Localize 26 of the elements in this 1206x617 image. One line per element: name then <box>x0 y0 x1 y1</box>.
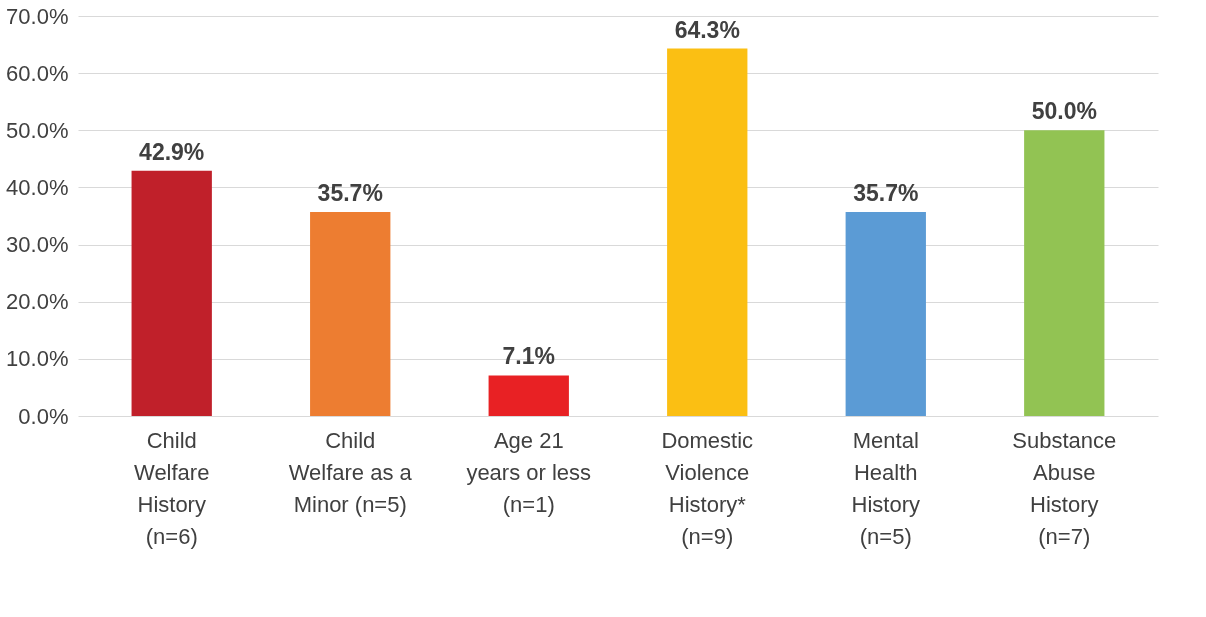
y-tick-label: 70.0% <box>6 3 69 29</box>
bar <box>131 170 212 416</box>
bar <box>667 48 748 416</box>
y-tick-label: 60.0% <box>6 60 69 86</box>
bar <box>1024 130 1105 416</box>
y-tick-label: 50.0% <box>6 117 69 143</box>
y-tick-label: 20.0% <box>6 289 69 315</box>
x-tick-label: Child Welfare History (n=6) <box>134 427 210 549</box>
y-tick-label: 40.0% <box>6 174 69 200</box>
y-tick-label: 10.0% <box>6 346 69 372</box>
data-label: 7.1% <box>502 343 555 370</box>
x-tick-label: Age 21 years or less (n=1) <box>466 427 592 517</box>
bar <box>310 212 391 416</box>
data-label: 42.9% <box>139 138 205 165</box>
x-tick-label: Domestic Violence History* (n=9) <box>661 427 754 549</box>
y-tick-label: 30.0% <box>6 232 69 258</box>
data-label: 35.7% <box>317 180 383 206</box>
data-label: 35.7% <box>853 180 919 206</box>
bar <box>845 212 926 416</box>
x-tick-label: Child Welfare as a Minor (n=5) <box>288 427 413 517</box>
data-label: 50.0% <box>1031 98 1097 125</box>
x-tick-label: Mental Health History (n=5) <box>851 427 920 549</box>
x-tick-label: Substance Abuse History (n=7) <box>1012 427 1117 549</box>
bar <box>488 375 569 416</box>
data-label: 64.3% <box>674 16 740 43</box>
y-tick-label: 0.0% <box>18 403 69 429</box>
